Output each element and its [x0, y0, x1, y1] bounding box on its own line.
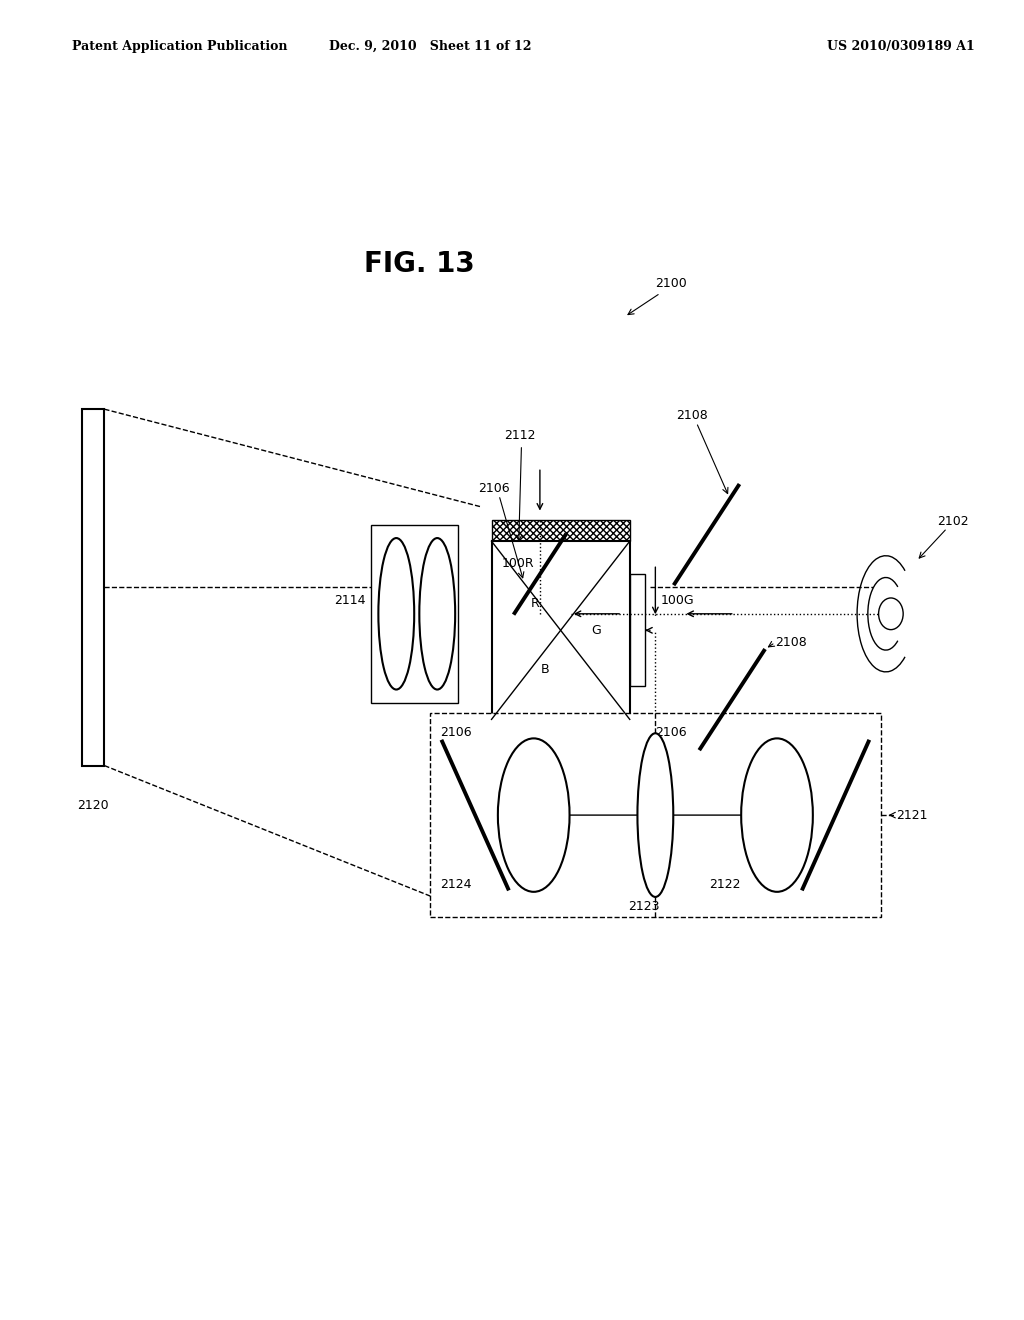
Circle shape	[879, 598, 903, 630]
Text: 2121: 2121	[896, 809, 928, 821]
Text: 100B: 100B	[449, 758, 481, 771]
Text: 2114: 2114	[335, 594, 367, 607]
Ellipse shape	[498, 738, 569, 892]
Bar	[492, 520, 630, 541]
Bar	[82, 409, 104, 766]
Text: FIG. 13: FIG. 13	[364, 249, 474, 279]
Text: 100G: 100G	[660, 594, 694, 607]
Bar	[430, 713, 881, 917]
Text: 2106: 2106	[478, 482, 510, 495]
Text: 2106: 2106	[655, 726, 687, 739]
Ellipse shape	[420, 539, 456, 689]
Text: Dec. 9, 2010   Sheet 11 of 12: Dec. 9, 2010 Sheet 11 of 12	[329, 40, 531, 53]
Text: 2123: 2123	[629, 900, 659, 913]
Text: G: G	[592, 624, 601, 636]
Bar	[492, 541, 630, 719]
Ellipse shape	[379, 539, 415, 689]
Text: 2124: 2124	[440, 878, 472, 891]
Text: 100R: 100R	[502, 557, 535, 570]
Text: Patent Application Publication: Patent Application Publication	[72, 40, 287, 53]
Ellipse shape	[741, 738, 813, 892]
Text: 2108: 2108	[775, 636, 807, 649]
Text: 2120: 2120	[77, 799, 109, 812]
Text: US 2010/0309189 A1: US 2010/0309189 A1	[827, 40, 975, 53]
Bar	[492, 719, 630, 741]
Text: 2102: 2102	[937, 515, 969, 528]
Text: 2100: 2100	[655, 277, 687, 290]
Text: 2106: 2106	[440, 726, 472, 739]
Bar	[630, 574, 645, 686]
Text: B: B	[541, 664, 550, 676]
Bar	[372, 524, 459, 702]
Text: 2122: 2122	[710, 878, 741, 891]
Ellipse shape	[637, 734, 674, 898]
Text: 2108: 2108	[676, 409, 708, 422]
Text: 2112: 2112	[504, 429, 536, 442]
Text: R: R	[530, 598, 540, 610]
